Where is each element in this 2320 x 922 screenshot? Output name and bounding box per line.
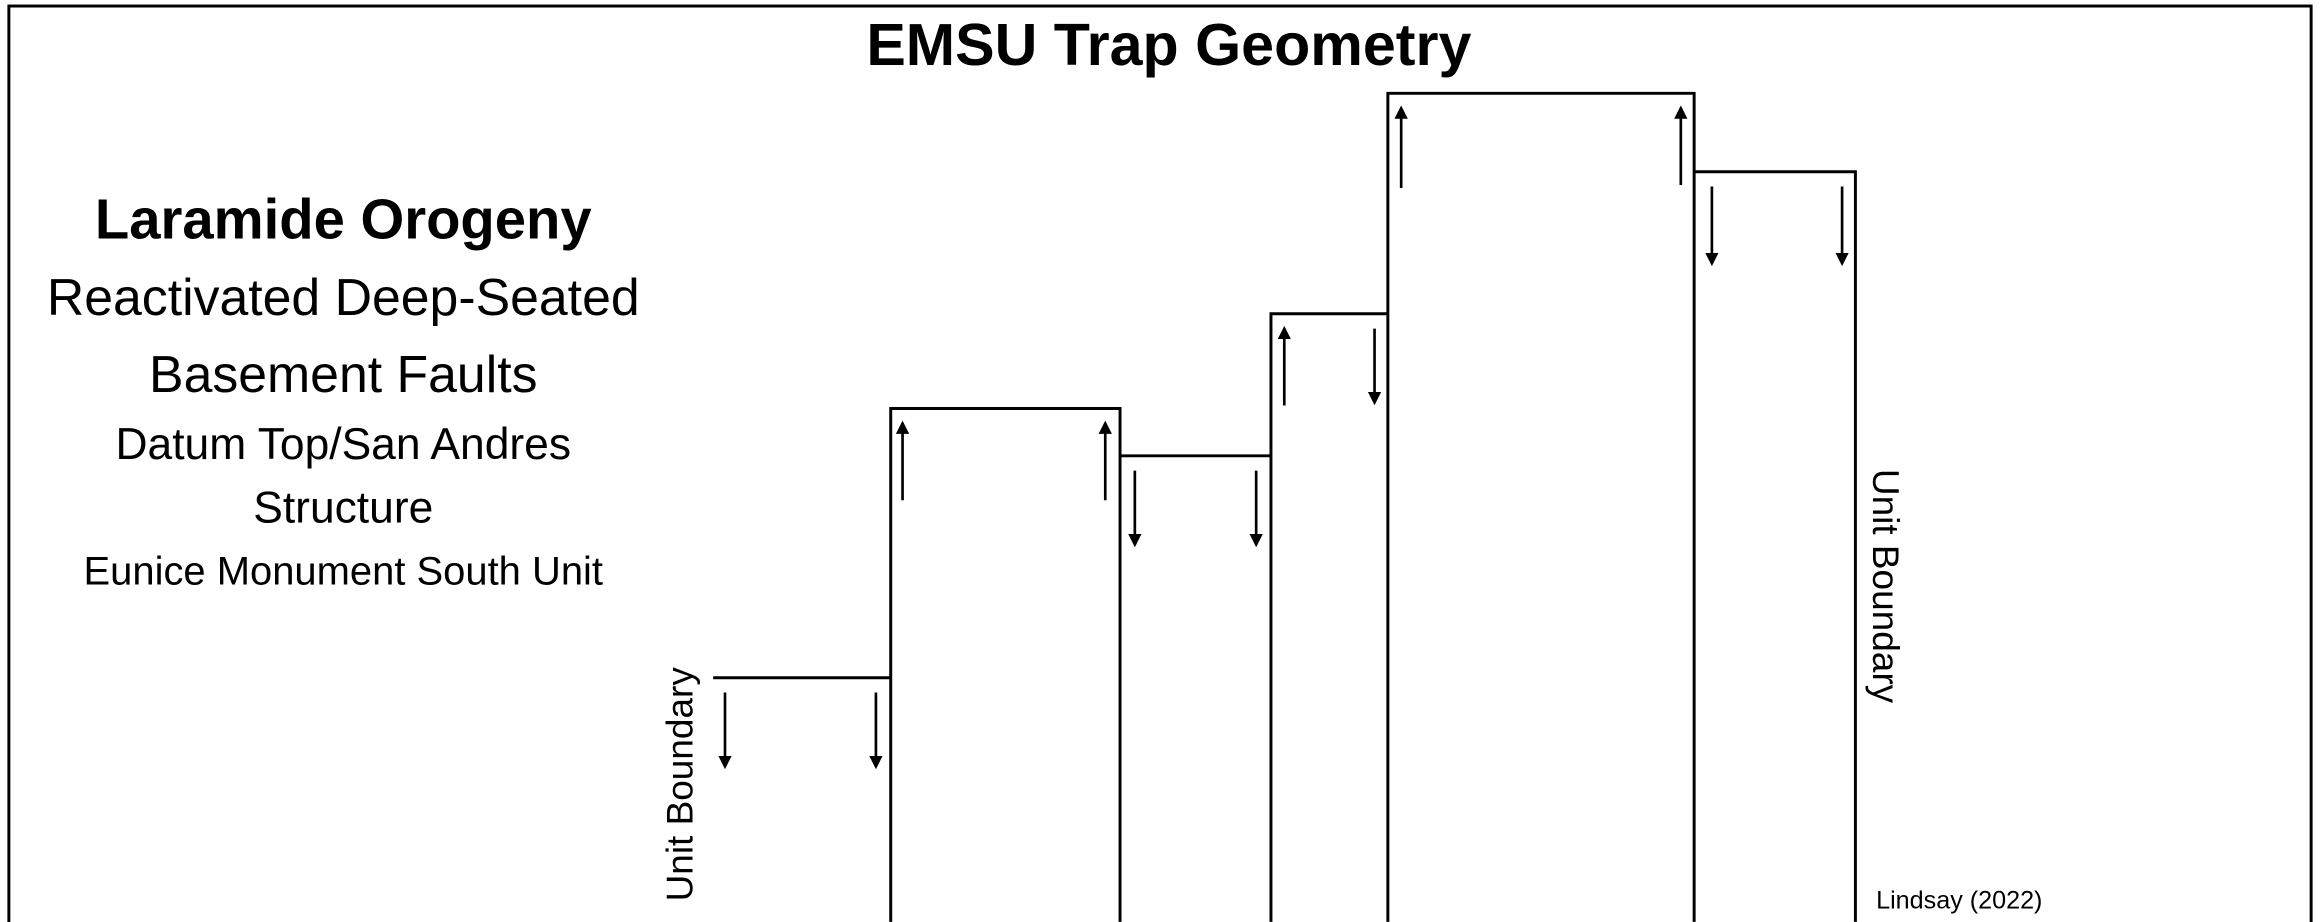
frame (7, 4, 2313, 922)
title: EMSU Trap Geometry (866, 11, 1471, 78)
heading: Laramide Orogeny (95, 187, 592, 250)
description-line: Structure (253, 483, 433, 532)
description-line: Basement Faults (149, 345, 537, 403)
movement-arrows (718, 105, 1849, 770)
boundary-label: Unit Boundary (659, 667, 700, 902)
description-line: Reactivated Deep-Seated (47, 268, 640, 326)
boundary-label: Unit Boundary (1865, 469, 1906, 704)
credit: Lindsay (2022) (1876, 887, 2042, 915)
fault-blocks (713, 91, 1857, 922)
description-line: Datum Top/San Andres (115, 420, 571, 469)
description-line: Eunice Monument South Unit (84, 550, 603, 594)
